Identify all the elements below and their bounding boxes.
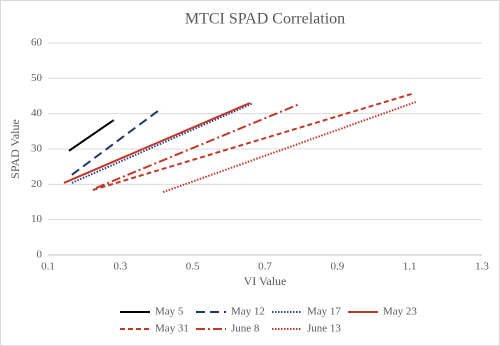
- series-line: [63, 102, 251, 184]
- legend-label: June 8: [231, 323, 260, 335]
- series-line: [71, 107, 163, 176]
- x-axis-label: VI Value: [244, 274, 287, 288]
- x-tick-label: 0.9: [330, 261, 344, 273]
- series-line: [95, 102, 301, 189]
- y-tick-label: 0: [37, 249, 43, 261]
- y-tick-label: 10: [31, 213, 43, 225]
- series-line: [68, 119, 115, 152]
- y-tick-label: 30: [31, 143, 43, 155]
- x-tick-label: 0.3: [113, 261, 127, 273]
- x-tick-label: 0.5: [186, 261, 200, 273]
- x-tick-label: 1.3: [475, 261, 489, 273]
- legend-label: May 23: [383, 306, 417, 318]
- x-tick-label: 1.1: [403, 261, 417, 273]
- y-tick-label: 20: [31, 178, 43, 190]
- legend-label: May 12: [231, 306, 265, 318]
- legend-label: June 13: [307, 323, 341, 335]
- y-tick-label: 60: [31, 37, 43, 49]
- y-axis-label: SPAD Value: [8, 119, 22, 179]
- chart-title: MTCI SPAD Correlation: [185, 11, 345, 28]
- legend-label: May 31: [155, 323, 189, 335]
- legend-label: May 17: [307, 306, 341, 318]
- x-tick-label: 0.1: [41, 261, 55, 273]
- y-tick-label: 40: [31, 107, 43, 119]
- series-line: [71, 102, 254, 184]
- x-tick-label: 0.7: [258, 261, 272, 273]
- legend-label: May 5: [155, 306, 184, 318]
- y-tick-label: 50: [31, 72, 43, 84]
